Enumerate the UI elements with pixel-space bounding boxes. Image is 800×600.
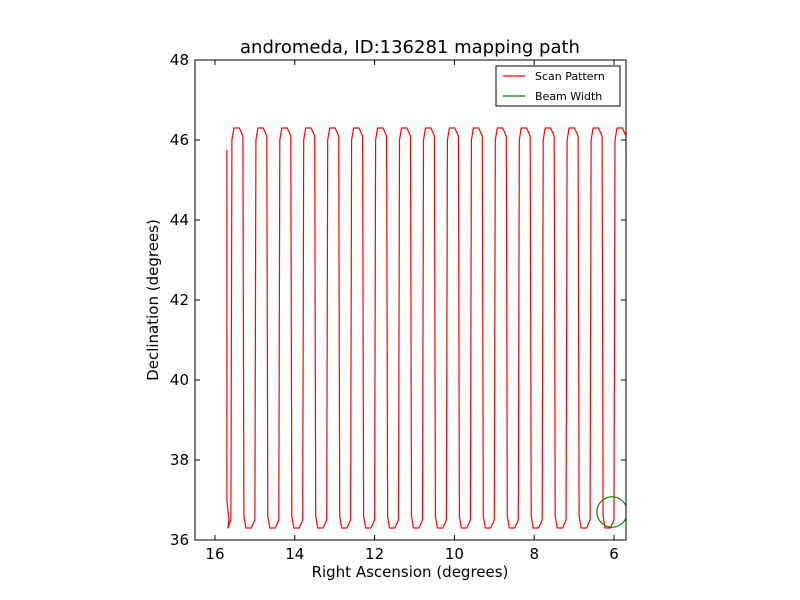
y-tick-label: 38 xyxy=(170,451,189,469)
legend-label-beam-width: Beam Width xyxy=(535,90,602,103)
x-tick-label: 6 xyxy=(609,545,619,563)
x-tick-label: 8 xyxy=(529,545,539,563)
legend-label-scan-pattern: Scan Pattern xyxy=(535,70,605,83)
x-tick-label: 16 xyxy=(205,545,224,563)
y-tick-label: 44 xyxy=(170,211,189,229)
y-tick-label: 40 xyxy=(170,371,189,389)
y-tick-label: 36 xyxy=(170,531,189,549)
y-axis-label: Declination (degrees) xyxy=(144,219,162,381)
legend-box xyxy=(495,65,621,107)
scan-pattern-line xyxy=(226,127,626,529)
x-axis-label: Right Ascension (degrees) xyxy=(312,563,509,581)
y-tick-label: 48 xyxy=(170,51,189,69)
beam-width-circle xyxy=(596,496,626,528)
x-tick-label: 12 xyxy=(365,545,384,563)
x-tick-label: 14 xyxy=(285,545,304,563)
x-tick-label: 10 xyxy=(445,545,464,563)
y-tick-label: 42 xyxy=(170,291,189,309)
y-tick-label: 46 xyxy=(170,131,189,149)
series-layer xyxy=(226,127,626,529)
ticks-layer: 16 14 12 10 8 6 36 38 40 42 44 46 48 xyxy=(170,51,626,563)
legend: Scan Pattern Beam Width xyxy=(495,65,621,107)
chart-title: andromeda, ID:136281 mapping path xyxy=(240,37,580,58)
